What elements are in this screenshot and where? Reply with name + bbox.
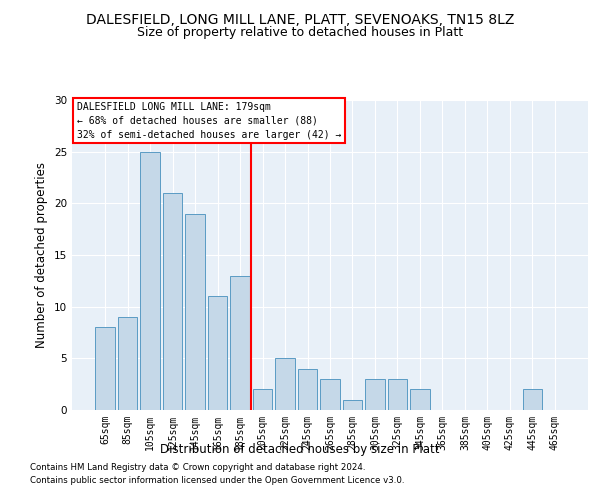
Bar [388, 379, 407, 410]
Bar [208, 296, 227, 410]
Bar [343, 400, 362, 410]
Bar [140, 152, 160, 410]
Text: DALESFIELD, LONG MILL LANE, PLATT, SEVENOAKS, TN15 8LZ: DALESFIELD, LONG MILL LANE, PLATT, SEVEN… [86, 12, 514, 26]
Bar [410, 390, 430, 410]
Text: DALESFIELD LONG MILL LANE: 179sqm
← 68% of detached houses are smaller (88)
32% : DALESFIELD LONG MILL LANE: 179sqm ← 68% … [77, 102, 341, 140]
Bar [523, 390, 542, 410]
Text: Size of property relative to detached houses in Platt: Size of property relative to detached ho… [137, 26, 463, 39]
Bar [163, 193, 182, 410]
Text: Distribution of detached houses by size in Platt: Distribution of detached houses by size … [160, 442, 440, 456]
Text: Contains HM Land Registry data © Crown copyright and database right 2024.: Contains HM Land Registry data © Crown c… [30, 464, 365, 472]
Bar [118, 317, 137, 410]
Bar [275, 358, 295, 410]
Bar [365, 379, 385, 410]
Y-axis label: Number of detached properties: Number of detached properties [35, 162, 49, 348]
Bar [185, 214, 205, 410]
Bar [320, 379, 340, 410]
Bar [95, 328, 115, 410]
Bar [230, 276, 250, 410]
Bar [253, 390, 272, 410]
Bar [298, 368, 317, 410]
Text: Contains public sector information licensed under the Open Government Licence v3: Contains public sector information licen… [30, 476, 404, 485]
